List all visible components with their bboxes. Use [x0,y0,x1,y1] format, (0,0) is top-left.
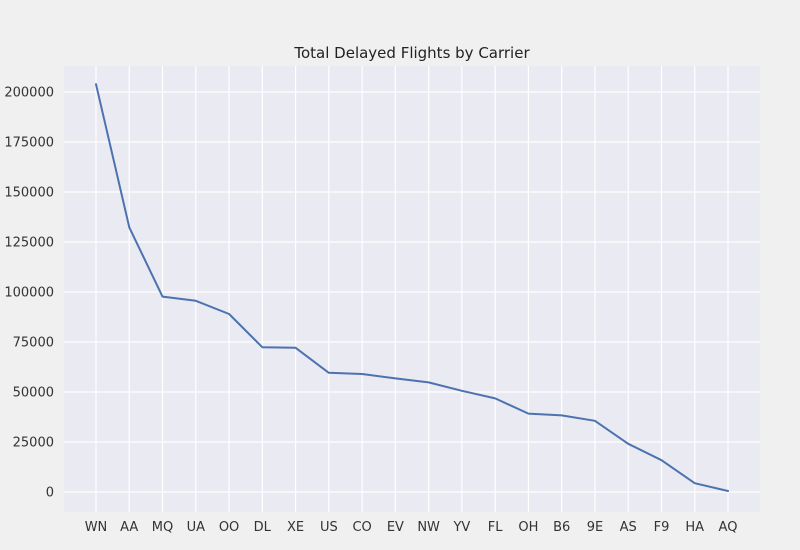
series-line [95,83,729,492]
x-tick-label: B6 [553,520,570,535]
x-tick-label: UA [187,520,206,535]
x-tick-label: WN [85,520,108,535]
x-tick-label: CO [352,520,371,535]
x-tick-label: XE [287,520,304,535]
x-tick-label: AS [620,520,637,535]
x-tick-label: 9E [587,520,604,535]
y-tick-label: 125000 [4,236,54,251]
plot-background [64,66,760,512]
y-axis-ticks: 0 25000 50000 75000 100000 125000 150000 175000… [4,86,54,501]
y-tick-label: 150000 [4,186,54,201]
x-tick-label: US [320,520,338,535]
series-layer [95,83,729,492]
y-tick-label: 50000 [13,386,54,401]
x-tick-label: OO [219,520,239,535]
y-tick-label: 175000 [4,136,54,151]
x-tick-label: EV [387,520,404,535]
y-tick-label: 0 [46,486,54,501]
x-tick-label: AA [120,520,138,535]
x-tick-label: NW [417,520,440,535]
x-axis-ticks: WN AA MQ UA OO DL XE US CO EV NW YV FL OH B6 9E AS F9 HA AQ [85,520,738,535]
y-tick-label: 200000 [4,86,54,101]
x-tick-label: MQ [152,520,173,535]
x-tick-label: FL [488,520,503,535]
chart-title: Total Delayed Flights by Carrier [293,44,530,62]
y-tick-label: 100000 [4,286,54,301]
x-tick-label: AQ [719,520,738,535]
y-tick-label: 75000 [13,336,54,351]
x-tick-label: HA [685,520,704,535]
x-tick-label: YV [452,520,470,535]
x-tick-label: DL [254,520,272,535]
x-tick-label: F9 [654,520,670,535]
grid [64,66,760,512]
y-tick-label: 25000 [13,436,54,451]
x-tick-label: OH [518,520,538,535]
